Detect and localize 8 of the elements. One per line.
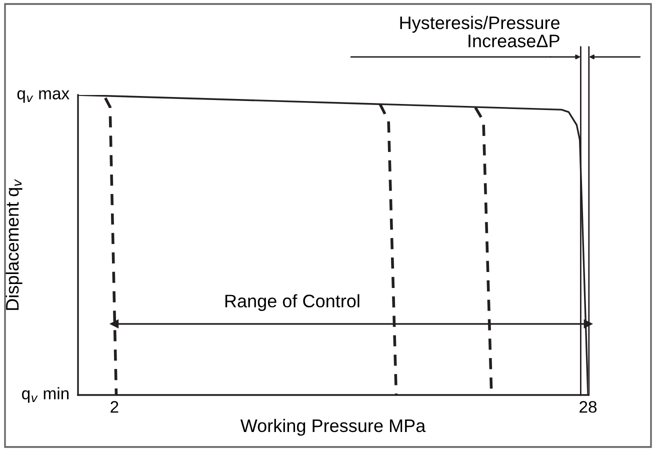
text: q$_{v}$ max bbox=[17, 90, 70, 103]
x-tick-label: 28 bbox=[580, 400, 597, 413]
x-axis-title: Working Pressure MPa bbox=[240, 418, 426, 436]
x-tick-label: 2 bbox=[110, 400, 118, 413]
y-axis-title: Displacement q$_{v}$ bbox=[5, 179, 22, 310]
text: q$_{v}$ min bbox=[22, 387, 69, 403]
annotation: Range of Control bbox=[225, 294, 360, 311]
text: Hysteresis/Pressure IncreaseΔP bbox=[400, 16, 560, 48]
